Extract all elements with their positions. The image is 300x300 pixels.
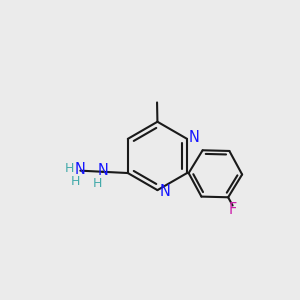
Text: N: N <box>97 163 108 178</box>
Text: H: H <box>93 177 102 190</box>
Text: N: N <box>159 184 170 200</box>
Text: F: F <box>229 202 237 217</box>
Text: H: H <box>70 176 80 188</box>
Text: N: N <box>75 162 86 177</box>
Text: N: N <box>189 130 200 145</box>
Text: H: H <box>64 162 74 175</box>
